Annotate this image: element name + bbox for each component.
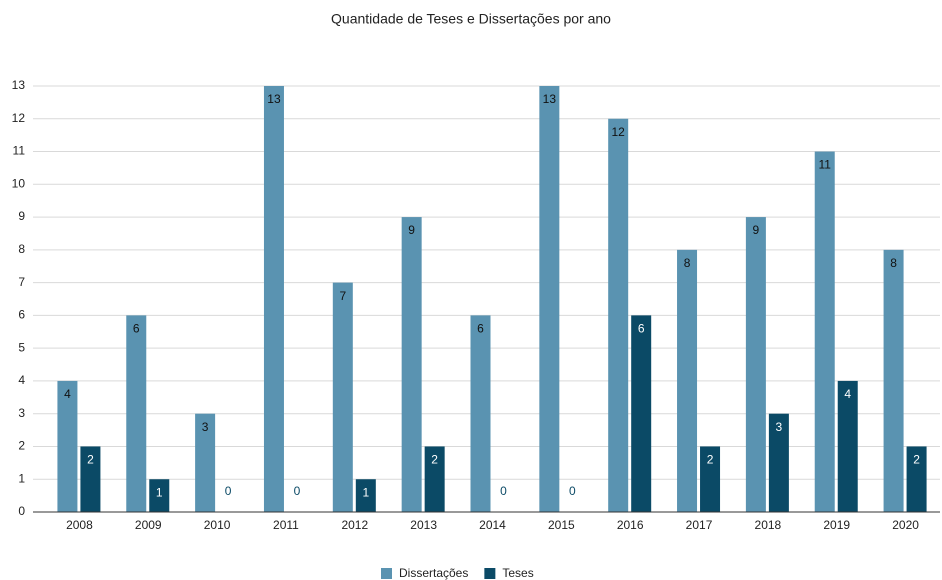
bar: [768, 413, 789, 512]
bar: [631, 315, 652, 512]
y-tick-label: 9: [18, 209, 25, 223]
x-tick-label: 2012: [341, 518, 368, 532]
x-tick-label: 2014: [479, 518, 506, 532]
bar: [80, 446, 101, 512]
data-label: 8: [890, 256, 897, 270]
x-tick-label: 2018: [755, 518, 782, 532]
bar: [608, 118, 629, 513]
bar: [332, 282, 353, 512]
x-tick-label: 2015: [548, 518, 575, 532]
y-tick-label: 10: [12, 176, 26, 190]
legend-swatch: [484, 568, 496, 579]
data-label: 13: [543, 92, 557, 106]
data-label: 2: [913, 453, 920, 467]
data-label: 12: [612, 125, 626, 139]
legend-label: Dissertações: [399, 566, 468, 580]
y-tick-label: 7: [18, 275, 25, 289]
legend-swatch: [381, 568, 392, 579]
bar: [57, 380, 78, 512]
bar: [677, 249, 698, 512]
bar: [126, 315, 147, 512]
data-label: 4: [844, 387, 851, 401]
x-tick-label: 2016: [617, 518, 644, 532]
bar: [470, 315, 491, 512]
data-label: 8: [684, 256, 691, 270]
data-label: 6: [477, 322, 484, 336]
chart-title: Quantidade de Teses e Dissertações por a…: [331, 11, 611, 27]
data-label: 1: [362, 485, 369, 499]
y-tick-label: 2: [18, 439, 25, 453]
y-tick-label: 12: [12, 111, 26, 125]
legend-label: Teses: [502, 566, 533, 580]
data-label: 6: [133, 322, 140, 336]
bar: [700, 446, 721, 512]
data-label: 0: [225, 484, 232, 498]
x-tick-label: 2013: [410, 518, 437, 532]
data-label: 0: [294, 484, 301, 498]
bar: [814, 151, 835, 513]
data-label: 9: [408, 223, 415, 237]
data-label: 0: [569, 484, 576, 498]
data-label: 3: [202, 420, 209, 434]
bar: [424, 446, 445, 512]
bar: [539, 86, 560, 512]
y-tick-label: 3: [18, 406, 25, 420]
y-tick-label: 13: [12, 78, 26, 92]
bar: [355, 479, 376, 512]
y-tick-label: 1: [18, 471, 25, 485]
bar: [401, 217, 422, 513]
x-tick-label: 2008: [66, 518, 93, 532]
x-tick-label: 2009: [135, 518, 162, 532]
data-label: 0: [500, 484, 507, 498]
bar: [149, 479, 170, 512]
y-tick-label: 5: [18, 340, 25, 354]
data-label: 9: [753, 223, 760, 237]
y-tick-label: 0: [18, 504, 25, 518]
bar: [837, 380, 858, 512]
data-label: 3: [776, 420, 783, 434]
y-tick-label: 8: [18, 242, 25, 256]
y-tick-label: 11: [13, 144, 26, 158]
bar: [906, 446, 927, 512]
data-label: 2: [707, 453, 714, 467]
bar: [263, 86, 284, 512]
y-tick-label: 6: [18, 308, 25, 322]
data-label: 4: [64, 387, 71, 401]
data-label: 11: [818, 158, 831, 172]
data-label: 2: [431, 453, 438, 467]
bar: [745, 217, 766, 513]
x-tick-label: 2020: [892, 518, 919, 532]
y-tick-label: 4: [18, 373, 25, 387]
data-label: 7: [339, 289, 346, 303]
bar: [195, 413, 216, 512]
data-label: 1: [156, 485, 163, 499]
data-label: 13: [267, 92, 281, 106]
bar: [883, 249, 904, 512]
x-tick-label: 2019: [823, 518, 850, 532]
x-tick-label: 2011: [273, 518, 299, 532]
data-label: 2: [87, 453, 94, 467]
x-tick-label: 2010: [204, 518, 231, 532]
x-tick-label: 2017: [686, 518, 713, 532]
data-label: 6: [638, 322, 645, 336]
